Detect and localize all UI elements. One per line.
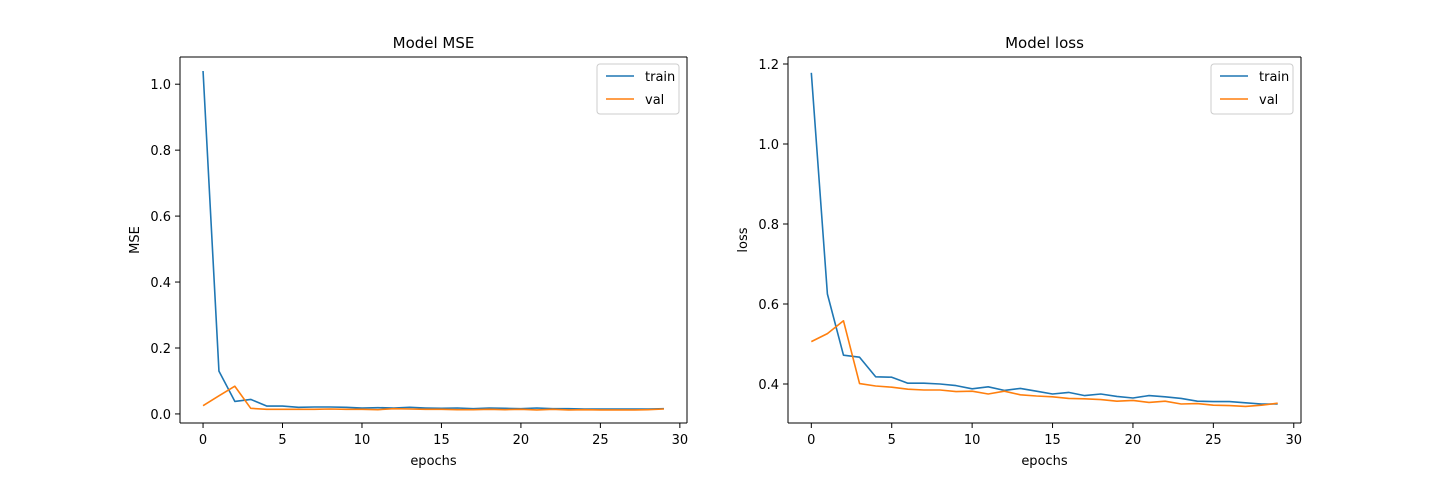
y-tick-label: 0.8 xyxy=(758,218,779,233)
legend-label-val: val xyxy=(1259,93,1278,108)
chart-title: Model loss xyxy=(1005,34,1084,52)
x-tick-label: 30 xyxy=(672,433,689,448)
chart-panel-mse: 0 5 10 15 20 25 30 0.0 0.2 0.4 0.6 0.8 1.0 Model MSE e… xyxy=(128,34,688,469)
x-axis-title: epochs xyxy=(1021,454,1068,469)
x-tick-label: 20 xyxy=(1125,433,1142,448)
x-axis-title: epochs xyxy=(410,454,457,469)
y-tick-label: 0.0 xyxy=(150,408,171,423)
y-tick-label: 0.6 xyxy=(758,298,779,313)
y-axis-title: loss xyxy=(736,227,751,252)
series-line-train xyxy=(810,72,1278,405)
legend-label-train: train xyxy=(1259,70,1289,85)
series-line-val xyxy=(202,385,664,411)
x-tick-label: 30 xyxy=(1285,433,1302,448)
series-line-val xyxy=(810,319,1278,408)
y-tick-label: 1.2 xyxy=(758,58,779,73)
x-tick-label: 15 xyxy=(1044,433,1061,448)
x-tick-label: 0 xyxy=(807,433,815,448)
x-tick-label: 15 xyxy=(433,433,450,448)
chart-title: Model MSE xyxy=(393,34,475,52)
plot-area xyxy=(788,57,1301,423)
legend: train val xyxy=(596,63,680,115)
x-tick-label: 10 xyxy=(964,433,981,448)
x-tick-label: 10 xyxy=(354,433,371,448)
y-tick-label: 0.2 xyxy=(150,342,171,357)
y-axis-title: MSE xyxy=(128,226,143,254)
y-tick-label: 1.0 xyxy=(758,138,779,153)
y-tick-label: 1.0 xyxy=(150,78,171,93)
chart-panel-loss: 0 5 10 15 20 25 30 0.4 0.6 0.8 1.0 1.2 Model loss epo… xyxy=(736,34,1302,469)
legend-label-val: val xyxy=(645,93,664,108)
y-tick-label: 0.4 xyxy=(758,378,779,393)
y-tick-label: 0.8 xyxy=(150,144,171,159)
y-tick-label: 0.4 xyxy=(150,276,171,291)
legend-label-train: train xyxy=(645,70,675,85)
x-tick-label: 5 xyxy=(278,433,286,448)
legend: train val xyxy=(1210,63,1294,115)
x-tick-label: 25 xyxy=(1205,433,1222,448)
y-tick-label: 0.6 xyxy=(150,210,171,225)
x-tick-label: 25 xyxy=(592,433,609,448)
x-tick-label: 5 xyxy=(888,433,896,448)
x-tick-label: 20 xyxy=(513,433,530,448)
x-tick-label: 0 xyxy=(199,433,207,448)
plot-area xyxy=(180,57,687,423)
